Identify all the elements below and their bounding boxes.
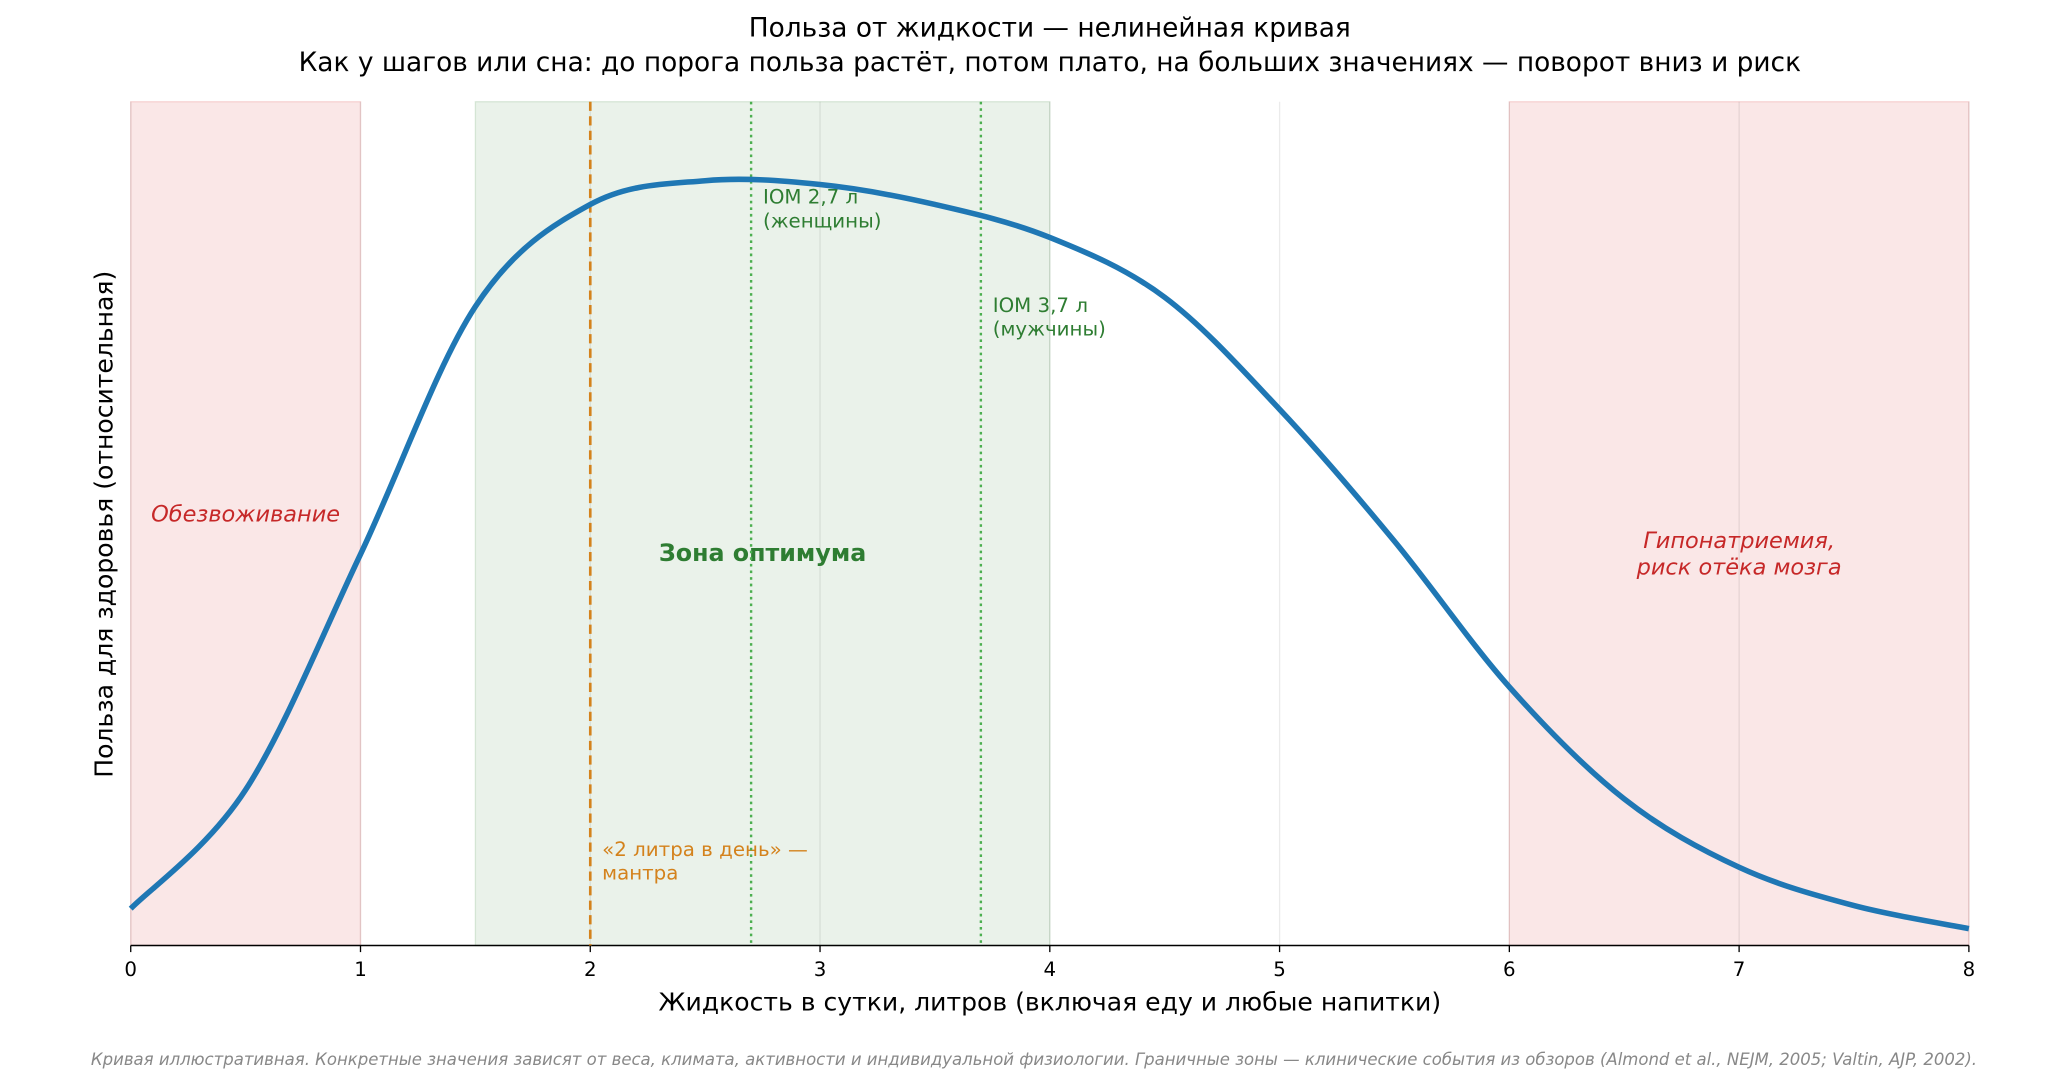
x-axis-label: Жидкость в сутки, литров (включая еду и … xyxy=(658,988,1441,1017)
x-tick-label: 7 xyxy=(1733,958,1746,981)
x-tick-label: 0 xyxy=(124,958,137,981)
y-axis-label: Польза для здоровья (относительная) xyxy=(90,271,119,778)
zone-label: Обезвоживание xyxy=(151,502,340,528)
x-tick-label: 4 xyxy=(1044,958,1057,981)
zone-label: риск отёка мозга xyxy=(1636,554,1842,580)
reference-label: «2 литра в день» — xyxy=(602,838,808,861)
reference-label: IOM 2,7 л xyxy=(763,186,858,209)
reference-label: мантра xyxy=(602,862,678,885)
x-tick-label: 5 xyxy=(1273,958,1286,981)
x-tick-label: 1 xyxy=(354,958,367,981)
zone xyxy=(130,101,362,947)
x-tick-label: 3 xyxy=(814,958,827,981)
curve xyxy=(128,176,1970,932)
chart-title: Польза от жидкости — нелинейная кривая xyxy=(749,13,1351,44)
footnote: Кривая иллюстративная. Конкретные значен… xyxy=(91,1050,1977,1069)
reference-label: IOM 3,7 л xyxy=(993,294,1088,317)
x-tick-label: 2 xyxy=(584,958,597,981)
reference-label: (мужчины) xyxy=(993,318,1106,341)
zone-label: Зона оптимума xyxy=(659,539,866,567)
x-tick-label: 6 xyxy=(1503,958,1516,981)
zone-label: Гипонатриемия, xyxy=(1643,528,1835,554)
chart-subtitle: Как у шагов или сна: до порога польза ра… xyxy=(299,47,1802,78)
x-tick-label: 8 xyxy=(1963,958,1976,981)
zone xyxy=(1508,101,1970,947)
zone xyxy=(474,101,1051,947)
reference-label: (женщины) xyxy=(763,209,881,232)
